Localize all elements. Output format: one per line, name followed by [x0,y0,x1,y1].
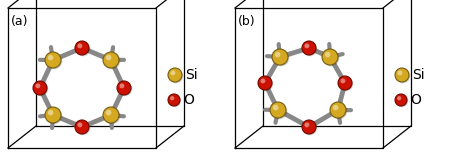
Circle shape [75,120,89,134]
Circle shape [272,49,288,65]
Circle shape [332,104,347,119]
Circle shape [47,109,62,124]
Circle shape [270,102,286,118]
Circle shape [119,83,124,88]
Circle shape [339,77,353,91]
Circle shape [170,96,174,100]
Circle shape [305,122,309,127]
Circle shape [75,41,89,55]
Circle shape [171,70,176,75]
Circle shape [397,96,401,100]
Circle shape [117,81,131,95]
Circle shape [45,52,61,68]
Circle shape [77,122,82,127]
Circle shape [169,69,183,83]
Circle shape [305,43,309,48]
Circle shape [48,110,54,115]
Circle shape [77,43,82,48]
Circle shape [341,78,345,83]
Circle shape [118,82,132,96]
Circle shape [397,70,402,75]
Circle shape [275,52,280,57]
Circle shape [333,105,338,110]
Circle shape [272,104,287,119]
Circle shape [33,81,47,95]
Circle shape [324,51,339,66]
Text: O: O [183,93,194,107]
Text: Si: Si [412,68,425,82]
Circle shape [302,120,316,134]
Circle shape [303,121,317,135]
Text: (b): (b) [238,15,256,28]
Circle shape [106,110,112,115]
Circle shape [34,82,48,96]
Circle shape [259,77,273,91]
Circle shape [103,52,119,68]
Circle shape [76,42,90,56]
Circle shape [103,107,119,123]
Circle shape [106,55,112,60]
Text: Si: Si [185,68,198,82]
Circle shape [274,51,289,66]
Circle shape [48,55,54,60]
Circle shape [169,95,180,107]
Circle shape [330,102,346,118]
Circle shape [338,76,352,90]
Circle shape [104,54,120,69]
Circle shape [76,121,90,135]
Circle shape [36,83,40,88]
Text: (a): (a) [11,15,28,28]
Circle shape [396,69,410,83]
Circle shape [168,94,180,106]
Circle shape [325,52,330,57]
Circle shape [396,95,408,107]
Circle shape [322,49,338,65]
Circle shape [47,54,62,69]
Circle shape [261,78,265,83]
Circle shape [395,94,407,106]
Circle shape [45,107,61,123]
Text: O: O [410,93,421,107]
Circle shape [302,41,316,55]
Circle shape [168,68,182,82]
Circle shape [104,109,120,124]
Circle shape [303,42,317,56]
Circle shape [258,76,272,90]
Circle shape [395,68,409,82]
Circle shape [273,105,279,110]
